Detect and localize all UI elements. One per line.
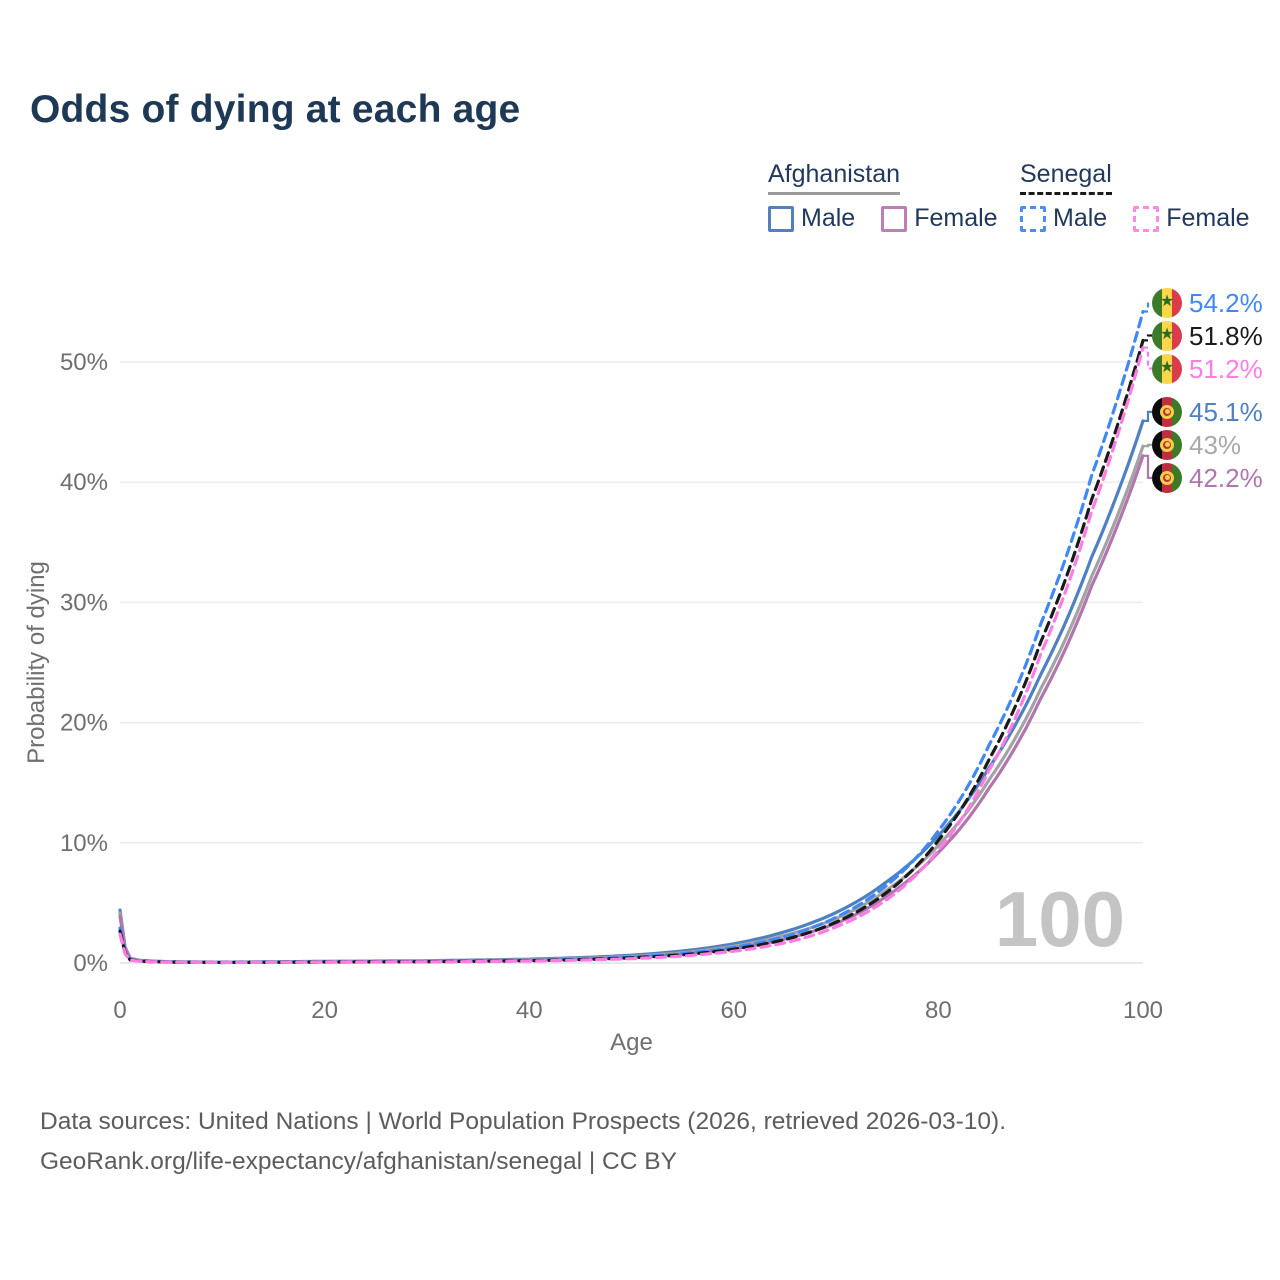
afghanistan-flag-icon: [1152, 396, 1182, 427]
legend-group-senegal: Senegal Male Female: [1020, 160, 1250, 233]
ring-emblem-icon: [1160, 404, 1174, 419]
x-tick-label-60: 60: [720, 997, 747, 1024]
legend-item-afghanistan-male[interactable]: Male: [768, 204, 855, 233]
y-tick-label-10: 10%: [60, 830, 108, 857]
end-value-afghanistan-female: 42.2%: [1189, 462, 1263, 493]
ring-emblem-icon: [1160, 437, 1174, 452]
legend-country-senegal: Senegal: [1020, 160, 1112, 195]
star-emblem-icon: ★: [1159, 325, 1175, 343]
end-value-afghanistan-male: 45.1%: [1189, 396, 1263, 427]
x-tick-label-100: 100: [1123, 997, 1163, 1024]
legend-country-afghanistan: Afghanistan: [768, 160, 901, 195]
page-title: Odds of dying at each age: [30, 88, 521, 131]
legend-item-label: Female: [1166, 204, 1250, 232]
end-label-afghanistan-male: 45.1%: [1152, 396, 1263, 427]
end-label-senegal-both: ★ 51.8%: [1152, 320, 1263, 351]
x-tick-label-20: 20: [311, 997, 338, 1024]
label-connector-afghanistan-female: [1143, 454, 1152, 479]
legend-item-label: Male: [801, 204, 856, 232]
legend-item-label: Female: [914, 204, 998, 232]
end-value-senegal-male: 54.2%: [1189, 287, 1263, 318]
legend-item-senegal-female[interactable]: Female: [1133, 204, 1250, 233]
x-tick-label-0: 0: [113, 997, 126, 1024]
x-axis-title: Age: [610, 1029, 653, 1056]
y-tick-label-40: 40%: [60, 469, 108, 496]
y-tick-label-30: 30%: [60, 589, 108, 616]
end-value-senegal-female: 51.2%: [1189, 353, 1263, 384]
series-line-afghanistan-male[interactable]: [118, 419, 1145, 964]
senegal-flag-icon: ★: [1152, 320, 1182, 351]
hovered-age-watermark: 100: [995, 875, 1125, 963]
series-line-afghanistan-female[interactable]: [118, 454, 1145, 964]
legend-swatch-icon[interactable]: [768, 205, 794, 232]
end-label-senegal-male: ★ 54.2%: [1152, 287, 1263, 318]
x-tick-label-40: 40: [516, 997, 543, 1024]
legend-group-afghanistan: Afghanistan Male Female: [768, 160, 998, 233]
series-line-afghanistan-both[interactable]: [118, 444, 1145, 964]
label-connector-senegal-male: [1143, 301, 1152, 313]
senegal-flag-icon: ★: [1152, 287, 1182, 318]
attribution-text: GeoRank.org/life-expectancy/afghanistan/…: [40, 1148, 677, 1175]
series-line-senegal-female[interactable]: [118, 346, 1145, 965]
ring-emblem-icon: [1160, 470, 1174, 485]
end-label-afghanistan-both: 43%: [1152, 429, 1242, 460]
star-emblem-icon: ★: [1159, 358, 1175, 376]
label-connector-afghanistan-both: [1143, 443, 1152, 448]
label-connector-afghanistan-male: [1143, 410, 1152, 422]
star-emblem-icon: ★: [1159, 292, 1175, 310]
end-label-afghanistan-female: 42.2%: [1152, 462, 1263, 493]
data-sources-text: Data sources: United Nations | World Pop…: [40, 1108, 1007, 1135]
end-value-afghanistan-both: 43%: [1189, 429, 1242, 460]
legend-swatch-icon[interactable]: [1020, 205, 1046, 232]
label-connector-senegal-both: [1143, 334, 1152, 342]
end-label-senegal-female: ★ 51.2%: [1152, 353, 1263, 384]
end-value-senegal-both: 51.8%: [1189, 320, 1263, 351]
x-tick-label-80: 80: [925, 997, 952, 1024]
legend-item-afghanistan-female[interactable]: Female: [881, 204, 998, 233]
series-line-senegal-male[interactable]: [118, 309, 1145, 965]
legend-item-label: Male: [1053, 204, 1108, 232]
senegal-flag-icon: ★: [1152, 353, 1182, 384]
legend-item-senegal-male[interactable]: Male: [1020, 204, 1107, 233]
afghanistan-flag-icon: [1152, 429, 1182, 460]
y-tick-label-0: 0%: [73, 950, 108, 977]
y-axis-title: Probability of dying: [23, 561, 50, 764]
legend-swatch-icon[interactable]: [881, 205, 908, 232]
label-connector-senegal-female: [1143, 346, 1152, 370]
legend-swatch-icon[interactable]: [1133, 205, 1160, 232]
y-tick-label-20: 20%: [60, 710, 108, 737]
afghanistan-flag-icon: [1152, 462, 1182, 493]
series-line-senegal-both[interactable]: [118, 338, 1145, 965]
y-tick-label-50: 50%: [60, 349, 108, 376]
